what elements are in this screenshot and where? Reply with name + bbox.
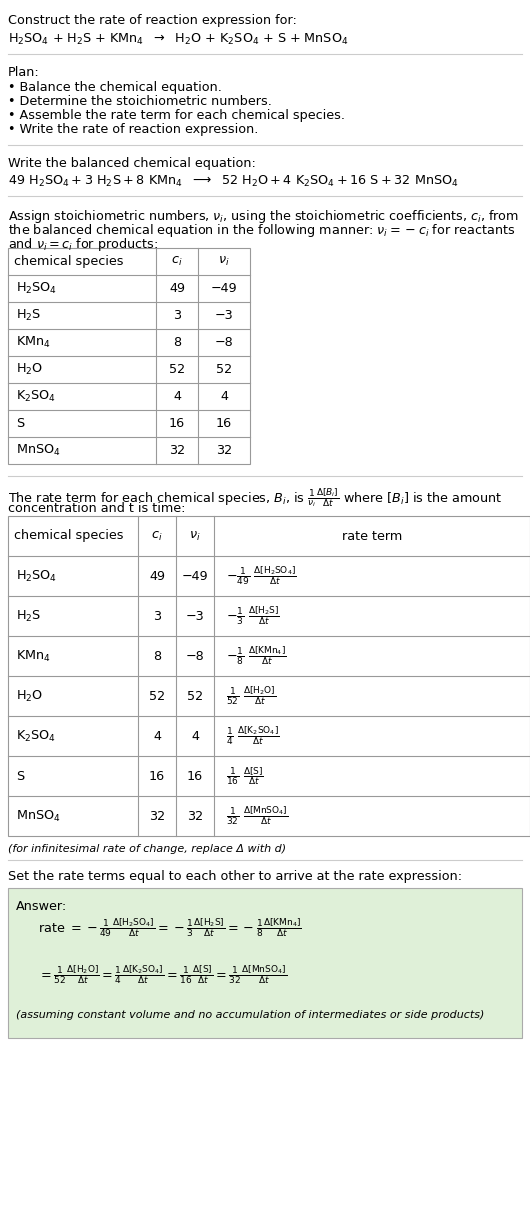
Text: $\mathregular{H_2SO_4}$: $\mathregular{H_2SO_4}$ (16, 281, 57, 295)
Text: −8: −8 (215, 336, 233, 349)
Text: • Balance the chemical equation.: • Balance the chemical equation. (8, 81, 222, 94)
Text: 16: 16 (169, 417, 185, 431)
Text: Answer:: Answer: (16, 900, 67, 913)
Text: $\mathregular{H_2S}$: $\mathregular{H_2S}$ (16, 609, 41, 624)
Text: Assign stoichiometric numbers, $\nu_i$, using the stoichiometric coefficients, $: Assign stoichiometric numbers, $\nu_i$, … (8, 207, 519, 226)
Text: Set the rate terms equal to each other to arrive at the rate expression:: Set the rate terms equal to each other t… (8, 870, 462, 883)
Text: $\mathregular{H_2SO_4}$ + $\mathregular{H_2S}$ + $\mathregular{KMn_4}$  $\righta: $\mathregular{H_2SO_4}$ + $\mathregular{… (8, 33, 348, 47)
Text: 49: 49 (149, 569, 165, 582)
Text: $\mathregular{H_2O}$: $\mathregular{H_2O}$ (16, 689, 43, 703)
Text: $\nu_i$: $\nu_i$ (189, 529, 201, 543)
Text: $\frac{1}{16}$ $\frac{\Delta[\mathregular{S}]}{\Delta t}$: $\frac{1}{16}$ $\frac{\Delta[\mathregula… (226, 765, 264, 788)
Text: $c_i$: $c_i$ (171, 254, 183, 268)
Text: $-\frac{1}{49}$ $\frac{\Delta[\mathregular{H_2SO_4}]}{\Delta t}$: $-\frac{1}{49}$ $\frac{\Delta[\mathregul… (226, 564, 297, 587)
Text: concentration and t is time:: concentration and t is time: (8, 502, 185, 515)
Text: 16: 16 (149, 769, 165, 783)
Text: $\frac{1}{4}$ $\frac{\Delta[\mathregular{K_2SO_4}]}{\Delta t}$: $\frac{1}{4}$ $\frac{\Delta[\mathregular… (226, 725, 279, 748)
Text: $\mathregular{MnSO_4}$: $\mathregular{MnSO_4}$ (16, 808, 60, 824)
Text: $\mathregular{K_2SO_4}$: $\mathregular{K_2SO_4}$ (16, 728, 56, 744)
Text: rate $= -\frac{1}{49}\frac{\Delta[\mathregular{H_2SO_4}]}{\Delta t}$$= -\frac{1}: rate $= -\frac{1}{49}\frac{\Delta[\mathr… (38, 917, 302, 938)
Text: $\mathregular{K_2SO_4}$: $\mathregular{K_2SO_4}$ (16, 390, 56, 404)
Text: 32: 32 (187, 809, 203, 822)
Bar (8, 248, 250, 464)
Text: • Determine the stoichiometric numbers.: • Determine the stoichiometric numbers. (8, 95, 272, 109)
Text: • Write the rate of reaction expression.: • Write the rate of reaction expression. (8, 123, 259, 136)
Text: • Assemble the rate term for each chemical species.: • Assemble the rate term for each chemic… (8, 109, 345, 122)
Text: 32: 32 (149, 809, 165, 822)
Text: 16: 16 (216, 417, 232, 431)
Text: $-\frac{1}{3}$ $\frac{\Delta[\mathregular{H_2S}]}{\Delta t}$: $-\frac{1}{3}$ $\frac{\Delta[\mathregula… (226, 604, 280, 627)
Text: −49: −49 (182, 569, 208, 582)
Text: 52: 52 (169, 363, 185, 376)
Text: 52: 52 (149, 690, 165, 703)
Text: $\frac{1}{52}$ $\frac{\Delta[\mathregular{H_2O}]}{\Delta t}$: $\frac{1}{52}$ $\frac{\Delta[\mathregula… (226, 685, 276, 708)
Text: 4: 4 (220, 390, 228, 403)
Text: 49: 49 (169, 282, 185, 295)
Text: $49\ \mathregular{H_2SO_4} + 3\ \mathregular{H_2S} + 8\ \mathregular{KMn_4}$  $\: $49\ \mathregular{H_2SO_4} + 3\ \mathreg… (8, 174, 458, 189)
Bar (8, 888, 522, 1038)
Text: rate term: rate term (342, 529, 402, 543)
Text: $\mathregular{H_2O}$: $\mathregular{H_2O}$ (16, 362, 43, 377)
Text: $\frac{1}{32}$ $\frac{\Delta[\mathregular{MnSO_4}]}{\Delta t}$: $\frac{1}{32}$ $\frac{\Delta[\mathregula… (226, 804, 288, 827)
Text: chemical species: chemical species (14, 529, 123, 543)
Text: 4: 4 (173, 390, 181, 403)
Text: 8: 8 (173, 336, 181, 349)
Text: $\nu_i$: $\nu_i$ (218, 254, 230, 268)
Text: $\mathregular{KMn_4}$: $\mathregular{KMn_4}$ (16, 335, 51, 350)
Text: −8: −8 (186, 650, 205, 662)
Text: Plan:: Plan: (8, 66, 40, 80)
Text: $\mathregular{H_2S}$: $\mathregular{H_2S}$ (16, 308, 41, 323)
Text: 52: 52 (187, 690, 203, 703)
Text: and $\nu_i = c_i$ for products:: and $\nu_i = c_i$ for products: (8, 236, 158, 253)
Text: the balanced chemical equation in the following manner: $\nu_i = -c_i$ for react: the balanced chemical equation in the fo… (8, 222, 515, 239)
Text: $\mathregular{MnSO_4}$: $\mathregular{MnSO_4}$ (16, 443, 60, 458)
Text: 8: 8 (153, 650, 161, 662)
Text: 3: 3 (153, 609, 161, 622)
Text: 52: 52 (216, 363, 232, 376)
Text: S: S (16, 417, 24, 431)
Text: $c_i$: $c_i$ (151, 529, 163, 543)
Text: 32: 32 (169, 444, 185, 457)
Text: The rate term for each chemical species, $B_i$, is $\frac{1}{\nu_i}\frac{\Delta[: The rate term for each chemical species,… (8, 486, 502, 509)
Text: 3: 3 (173, 309, 181, 322)
Text: (assuming constant volume and no accumulation of intermediates or side products): (assuming constant volume and no accumul… (16, 1009, 484, 1020)
Text: chemical species: chemical species (14, 254, 123, 268)
Text: −49: −49 (211, 282, 237, 295)
Text: −3: −3 (186, 609, 205, 622)
Text: 4: 4 (153, 730, 161, 743)
Text: 16: 16 (187, 769, 203, 783)
Text: −3: −3 (215, 309, 233, 322)
Text: $\mathregular{KMn_4}$: $\mathregular{KMn_4}$ (16, 649, 51, 663)
Text: $= \frac{1}{52}\frac{\Delta[\mathregular{H_2O}]}{\Delta t}$$= \frac{1}{4}\frac{\: $= \frac{1}{52}\frac{\Delta[\mathregular… (38, 964, 287, 985)
Text: S: S (16, 769, 24, 783)
Text: $\mathregular{H_2SO_4}$: $\mathregular{H_2SO_4}$ (16, 568, 57, 584)
Bar (8, 516, 530, 836)
Text: 32: 32 (216, 444, 232, 457)
Text: 4: 4 (191, 730, 199, 743)
Text: $-\frac{1}{8}$ $\frac{\Delta[\mathregular{KMn_4}]}{\Delta t}$: $-\frac{1}{8}$ $\frac{\Delta[\mathregula… (226, 645, 287, 667)
Text: Write the balanced chemical equation:: Write the balanced chemical equation: (8, 157, 256, 170)
Text: Construct the rate of reaction expression for:: Construct the rate of reaction expressio… (8, 14, 297, 27)
Text: (for infinitesimal rate of change, replace Δ with d): (for infinitesimal rate of change, repla… (8, 844, 286, 854)
